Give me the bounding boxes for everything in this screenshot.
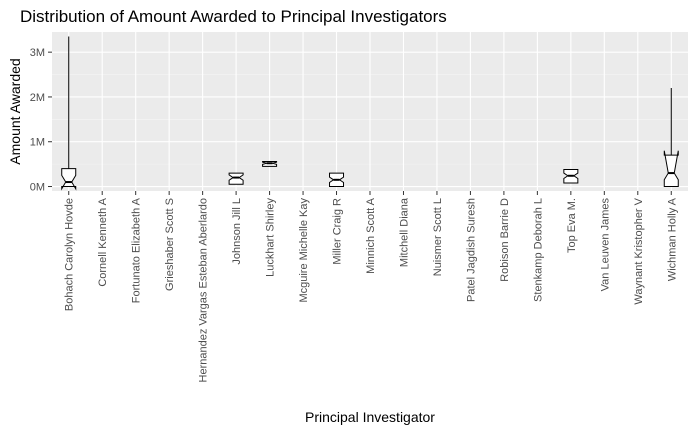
boxplot: [563, 169, 579, 184]
notched-box: [663, 150, 679, 188]
x-axis-title: Principal Investigator: [305, 409, 435, 425]
x-tick-label: Van Leuven James: [599, 198, 611, 292]
boxplot: [228, 172, 244, 185]
y-tick-label: 0M: [30, 182, 45, 194]
x-tick-label: Mcguire Michelle Kay: [298, 198, 310, 303]
x-tick-label: Nuismer Scott L: [432, 198, 444, 276]
x-tick-label: Patel Jagdish Suresh: [465, 198, 477, 302]
y-tick-label: 1M: [30, 137, 45, 149]
boxplots: [61, 36, 679, 191]
notched-box: [228, 172, 244, 185]
y-tick-label: 3M: [30, 47, 45, 59]
x-tick-label: Fortunato Elizabeth A: [131, 197, 143, 303]
x-tick-label: Stenkamp Deborah L: [532, 198, 544, 302]
boxplot: [663, 87, 679, 188]
x-tick-label: Waynant Kristopher V: [633, 197, 645, 304]
x-tick-label: Top Eva M.: [566, 198, 578, 253]
chart-title: Distribution of Amount Awarded to Princi…: [20, 7, 447, 26]
y-axis-title: Amount Awarded: [7, 58, 23, 164]
boxplot: [61, 36, 77, 191]
x-tick-label: Grieshaber Scott S: [164, 198, 176, 291]
x-tick-label: Hernandez Vargas Esteban Aberlardo: [198, 198, 210, 382]
boxplot: [329, 172, 345, 188]
y-tick-label: 2M: [30, 92, 45, 104]
x-tick-label: Bohach Carolyn Hovde: [64, 198, 76, 311]
tick-labels: 0M 1M 2M 3M Bohach Carolyn Hovde Cornell Kenn…: [30, 47, 679, 382]
x-tick-label: Miller Craig R: [332, 198, 344, 265]
x-tick-label: Mitchell Diana: [398, 197, 410, 267]
notched-box: [61, 168, 77, 191]
x-tick-label: Johnson Jill L: [231, 198, 243, 265]
x-tick-label: Cornell Kenneth A: [97, 197, 109, 286]
x-tick-label: Wichman Holly A: [666, 197, 678, 281]
x-tick-label: Robison Barrie D: [499, 198, 511, 282]
x-tick-label: Luckhart Shirley: [265, 198, 277, 277]
axis-ticks: [48, 51, 672, 195]
x-tick-label: Minnich Scott A: [365, 197, 377, 273]
boxplot: [262, 160, 278, 167]
